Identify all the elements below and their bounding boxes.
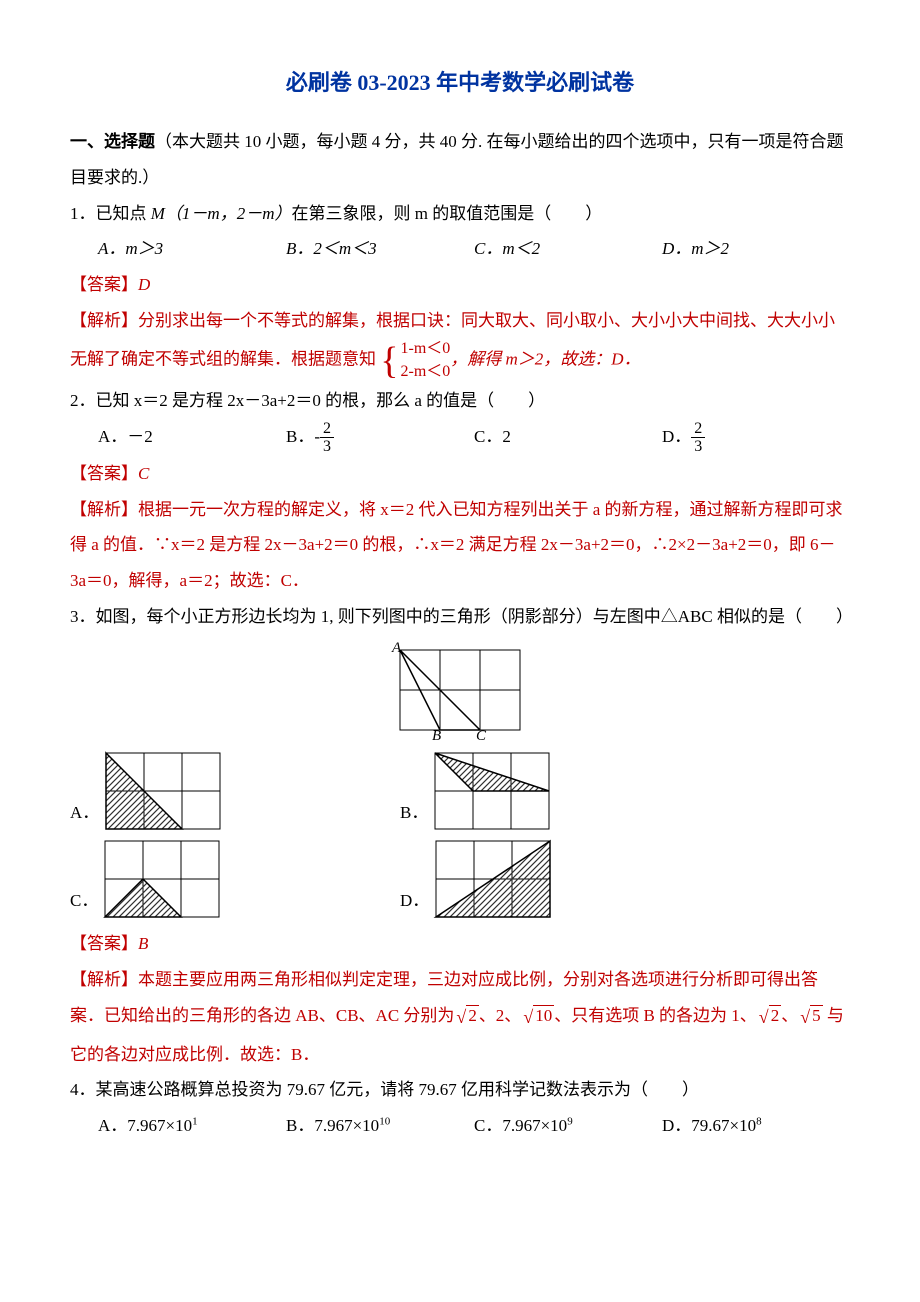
sqrt-icon: 2	[757, 998, 781, 1037]
option-c-figure-icon	[102, 838, 222, 918]
radicand: 5	[810, 1005, 823, 1025]
opt-d-exp: 8	[756, 1115, 762, 1127]
frac-num: 2	[691, 420, 705, 439]
answer-value: D	[138, 275, 150, 294]
fraction-icon: 23	[320, 420, 334, 456]
exp-label: 【解析】	[70, 311, 138, 330]
q4-opt-b: B．7.967×1010	[286, 1108, 474, 1144]
q2-opt-b: B．-23	[286, 419, 474, 456]
brace-icon: {	[380, 342, 398, 380]
label-a: A	[391, 640, 402, 656]
case-2: 2-m＜0	[401, 361, 451, 383]
q3-main-figure: A B C	[70, 640, 850, 740]
answer-label: 【答案】	[70, 464, 138, 483]
opt-c-pre: C．7.967×10	[474, 1116, 567, 1135]
cases-icon: { 1-m＜0 2-m＜0	[380, 338, 450, 383]
q1-opt-d: D．m＞2	[662, 231, 850, 267]
q1-opt-c: C．m＜2	[474, 231, 662, 267]
section-desc: （本大题共 10 小题，每小题 4 分，共 40 分. 在每小题给出的四个选项中…	[70, 132, 844, 187]
q1-opt-b: B．2＜m＜3	[286, 231, 474, 267]
q4-opt-a: A．7.967×101	[98, 1108, 286, 1144]
q4-options: A．7.967×101 B．7.967×1010 C．7.967×109 D．7…	[98, 1108, 850, 1144]
q3-opt-b-label: B．	[400, 795, 428, 831]
opt-b-exp: 10	[379, 1115, 390, 1127]
page-title: 必刷卷 03-2023 年中考数学必刷试卷	[70, 60, 850, 106]
frac-den: 3	[691, 438, 705, 456]
q2-opt-c: C．2	[474, 419, 662, 456]
exp-mid: 、2、	[479, 1006, 522, 1025]
opt-d-pre: D．	[662, 427, 691, 446]
sep: 、	[781, 1006, 798, 1025]
opt-d-pre: D．79.67×10	[662, 1116, 756, 1135]
q2-options: A．－2 B．-23 C．2 D．23	[98, 419, 850, 456]
q4-opt-c: C．7.967×109	[474, 1108, 662, 1144]
sqrt-icon: 5	[798, 998, 822, 1037]
q1-opt-a: A．m＞3	[98, 231, 286, 267]
q4-stem: 4．某高速公路概算总投资为 79.67 亿元，请将 79.67 亿用科学记数法表…	[70, 1072, 850, 1108]
q2-opt-d: D．23	[662, 419, 850, 456]
option-d-figure-icon	[433, 838, 553, 918]
section-label: 一、选择题	[70, 132, 155, 151]
q3-opt-a-label: A．	[70, 795, 99, 831]
q3-answer: 【答案】B	[70, 926, 850, 962]
opt-b-pre: B．	[286, 427, 314, 446]
radicand: 2	[769, 1005, 782, 1025]
opt-a-exp: 1	[192, 1115, 198, 1127]
opt-b-pre: B．7.967×10	[286, 1116, 379, 1135]
q1-options: A．m＞3 B．2＜m＜3 C．m＜2 D．m＞2	[98, 231, 850, 267]
radicand: 10	[533, 1005, 554, 1025]
answer-value: C	[138, 464, 149, 483]
opt-a-pre: A．7.967×10	[98, 1116, 192, 1135]
q2-explanation: 【解析】根据一元一次方程的解定义，将 x＝2 代入已知方程列出关于 a 的新方程…	[70, 492, 850, 599]
option-b-figure-icon	[432, 750, 552, 830]
case-1: 1-m＜0	[401, 338, 451, 360]
frac-num: 2	[320, 420, 334, 439]
frac-den: 3	[320, 438, 334, 456]
answer-label: 【答案】	[70, 934, 138, 953]
q3-opt-c-label: C．	[70, 883, 98, 919]
q3-explanation: 【解析】本题主要应用两三角形相似判定定理，三边对应成比例，分别对各选项进行分析即…	[70, 962, 850, 1072]
q1-point: M（1－m，2－m）	[151, 204, 292, 223]
opt-c-exp: 9	[567, 1115, 573, 1127]
cases: 1-m＜0 2-m＜0	[401, 338, 451, 383]
q1-stem: 1．已知点 M（1－m，2－m）在第三象限，则 m 的取值范围是（ ）	[70, 196, 850, 232]
q3-stem: 3．如图，每个小正方形边长均为 1, 则下列图中的三角形（阴影部分）与左图中△A…	[70, 599, 850, 635]
exp-text: 根据一元一次方程的解定义，将 x＝2 代入已知方程列出关于 a 的新方程，通过解…	[70, 500, 843, 590]
q2-answer: 【答案】C	[70, 456, 850, 492]
sqrt-icon: 2	[454, 998, 478, 1037]
q1-answer: 【答案】D	[70, 267, 850, 303]
exp-label: 【解析】	[70, 970, 138, 989]
q1-stem-post: 在第三象限，则 m 的取值范围是（ ）	[291, 204, 602, 223]
q1-stem-pre: 1．已知点	[70, 204, 151, 223]
label-c: C	[476, 728, 487, 740]
q2-opt-a: A．－2	[98, 419, 286, 456]
option-a-figure-icon	[103, 750, 223, 830]
radicand: 2	[466, 1005, 479, 1025]
sqrt-icon: 10	[521, 998, 554, 1037]
answer-value: B	[138, 934, 148, 953]
section-header: 一、选择题（本大题共 10 小题，每小题 4 分，共 40 分. 在每小题给出的…	[70, 124, 850, 195]
answer-label: 【答案】	[70, 275, 138, 294]
exp-label: 【解析】	[70, 500, 138, 519]
triangle-abc-icon: A B C	[390, 640, 530, 740]
q3-opt-d-label: D．	[400, 883, 429, 919]
q3-options-row1: A． B．	[70, 750, 850, 830]
fraction-icon: 23	[691, 420, 705, 456]
q4-opt-d: D．79.67×108	[662, 1108, 850, 1144]
exp-text-b: ，解得 m＞2，故选：D．	[450, 350, 640, 369]
q3-options-row2: C． D．	[70, 838, 850, 918]
label-b: B	[432, 728, 441, 740]
q2-stem: 2．已知 x＝2 是方程 2x－3a+2＝0 的根，那么 a 的值是（ ）	[70, 383, 850, 419]
exp-b: 、只有选项 B 的各边为 1、	[554, 1006, 757, 1025]
q1-explanation: 【解析】分别求出每一个不等式的解集，根据口诀：同大取大、同小取小、大小小大中间找…	[70, 303, 850, 383]
